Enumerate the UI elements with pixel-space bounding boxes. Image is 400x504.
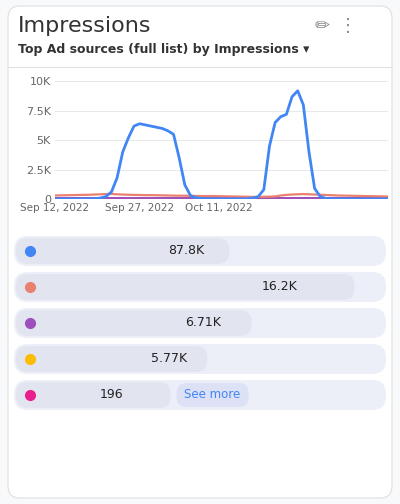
FancyBboxPatch shape: [14, 344, 386, 374]
Text: 6.71K: 6.71K: [185, 317, 220, 330]
FancyBboxPatch shape: [14, 236, 386, 266]
FancyBboxPatch shape: [16, 274, 354, 300]
Text: ⋮: ⋮: [339, 17, 357, 35]
Text: ✏: ✏: [314, 17, 330, 35]
FancyBboxPatch shape: [16, 346, 207, 372]
Text: 87.8K: 87.8K: [168, 244, 204, 258]
FancyBboxPatch shape: [176, 383, 248, 407]
FancyBboxPatch shape: [14, 380, 386, 410]
Text: Top Ad sources (full list) by Impressions ▾: Top Ad sources (full list) by Impression…: [18, 43, 309, 56]
FancyBboxPatch shape: [14, 308, 386, 338]
FancyBboxPatch shape: [8, 6, 392, 498]
Text: 196: 196: [100, 389, 124, 402]
Text: Impressions: Impressions: [18, 16, 152, 36]
Text: See more: See more: [184, 389, 241, 402]
FancyBboxPatch shape: [14, 272, 386, 302]
Text: 5.77K: 5.77K: [152, 352, 188, 365]
FancyBboxPatch shape: [16, 238, 230, 264]
FancyBboxPatch shape: [16, 310, 252, 336]
Text: 16.2K: 16.2K: [262, 281, 298, 293]
FancyBboxPatch shape: [16, 382, 170, 408]
